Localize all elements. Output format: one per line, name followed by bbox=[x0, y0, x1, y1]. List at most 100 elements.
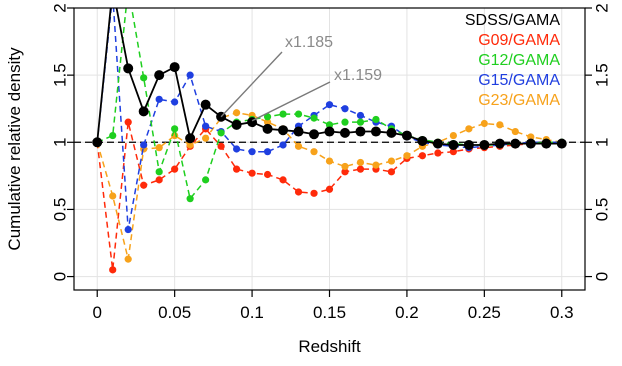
data-point bbox=[417, 135, 428, 146]
y-tick-label-left: 2 bbox=[50, 3, 69, 12]
x-tick-label: 0.2 bbox=[395, 303, 419, 322]
annotation-leader-1 bbox=[251, 81, 331, 122]
data-point bbox=[541, 138, 552, 149]
data-point bbox=[279, 110, 287, 118]
data-point bbox=[124, 225, 132, 234]
data-point bbox=[325, 185, 334, 193]
y-tick-label-right: 0 bbox=[592, 272, 611, 281]
data-point bbox=[186, 195, 194, 203]
data-point bbox=[138, 106, 149, 117]
legend-entry-g12-gama: G12/GAMA bbox=[478, 52, 560, 69]
data-point bbox=[154, 70, 165, 81]
data-point bbox=[387, 168, 396, 176]
data-point bbox=[324, 126, 335, 137]
y-tick-label-left: 1.5 bbox=[50, 63, 69, 87]
data-point bbox=[263, 170, 272, 179]
data-point bbox=[510, 138, 521, 149]
y-tick-label-right: 2 bbox=[592, 3, 611, 12]
data-point bbox=[356, 111, 365, 120]
series-group bbox=[92, 8, 567, 274]
data-point bbox=[325, 157, 334, 165]
data-point bbox=[140, 181, 148, 189]
data-point bbox=[418, 152, 427, 160]
x-tick-label: 0 bbox=[92, 303, 101, 322]
data-point bbox=[263, 113, 272, 121]
legend: SDSS/GAMA G09/GAMA G12/GAMA G15/GAMA G23/GAM… bbox=[465, 12, 560, 109]
data-point bbox=[185, 133, 196, 144]
data-point bbox=[463, 139, 474, 150]
data-point bbox=[200, 99, 211, 110]
data-point bbox=[310, 148, 318, 156]
data-point bbox=[449, 131, 457, 140]
annotation-label-1: x1.159 bbox=[334, 67, 382, 84]
data-point bbox=[140, 141, 148, 149]
y-tick-label-right: 0.5 bbox=[592, 198, 611, 222]
series-sdss-gama bbox=[92, 8, 567, 150]
data-point bbox=[339, 127, 350, 138]
data-point bbox=[309, 129, 320, 140]
data-point bbox=[387, 157, 396, 165]
x-axis-title: Redshift bbox=[298, 337, 361, 356]
data-point bbox=[556, 138, 567, 149]
data-point bbox=[232, 165, 241, 173]
data-point bbox=[232, 109, 241, 117]
data-point bbox=[171, 98, 179, 106]
data-point bbox=[123, 63, 134, 74]
legend-entry-sdss-gama: SDSS/GAMA bbox=[465, 12, 560, 29]
legend-entry-g23-gama: G23/GAMA bbox=[478, 92, 560, 109]
data-point bbox=[155, 176, 163, 184]
data-point bbox=[109, 131, 117, 140]
data-point bbox=[496, 121, 504, 129]
data-point bbox=[294, 188, 303, 196]
data-point bbox=[356, 118, 365, 126]
data-point bbox=[432, 138, 443, 149]
data-point bbox=[124, 255, 132, 263]
x-tick-label: 0.15 bbox=[313, 303, 346, 322]
data-point bbox=[386, 127, 397, 138]
data-point bbox=[232, 145, 241, 153]
data-point bbox=[511, 127, 519, 136]
data-point bbox=[525, 138, 536, 149]
data-point bbox=[279, 176, 287, 184]
x-tick-label: 0.05 bbox=[158, 303, 191, 322]
data-point bbox=[279, 141, 287, 149]
y-tick-label-left: 0.5 bbox=[50, 198, 69, 222]
data-point bbox=[263, 118, 272, 126]
data-point bbox=[140, 74, 148, 82]
data-point bbox=[248, 148, 256, 156]
data-point bbox=[186, 141, 194, 149]
data-point bbox=[341, 118, 349, 126]
data-point bbox=[479, 139, 490, 150]
data-point bbox=[202, 122, 210, 130]
data-point bbox=[294, 142, 303, 150]
data-point bbox=[341, 168, 349, 176]
data-point bbox=[171, 165, 179, 173]
data-point bbox=[92, 137, 103, 148]
data-point bbox=[356, 158, 365, 167]
data-point bbox=[294, 110, 303, 118]
data-point bbox=[231, 119, 242, 130]
data-point bbox=[325, 101, 334, 109]
y-tick-label-left: 0 bbox=[50, 272, 69, 281]
data-point bbox=[202, 134, 210, 142]
x-tick-label: 0.3 bbox=[550, 303, 574, 322]
data-point bbox=[341, 162, 349, 171]
data-point bbox=[124, 118, 132, 126]
annotation-leader-0 bbox=[220, 51, 283, 118]
data-point bbox=[370, 126, 381, 137]
y-axis-title: Cumulative relative density bbox=[5, 47, 24, 251]
data-point bbox=[401, 130, 412, 141]
data-point bbox=[449, 148, 457, 156]
data-point bbox=[202, 176, 210, 184]
x-tick-label: 0.1 bbox=[240, 303, 264, 322]
data-point bbox=[527, 133, 535, 141]
data-point bbox=[372, 115, 380, 124]
data-point bbox=[494, 138, 505, 149]
data-point bbox=[434, 149, 442, 157]
data-point bbox=[356, 165, 365, 173]
data-point bbox=[355, 126, 366, 137]
y-tick-label-right: 1.5 bbox=[592, 63, 611, 87]
data-point bbox=[448, 139, 459, 150]
